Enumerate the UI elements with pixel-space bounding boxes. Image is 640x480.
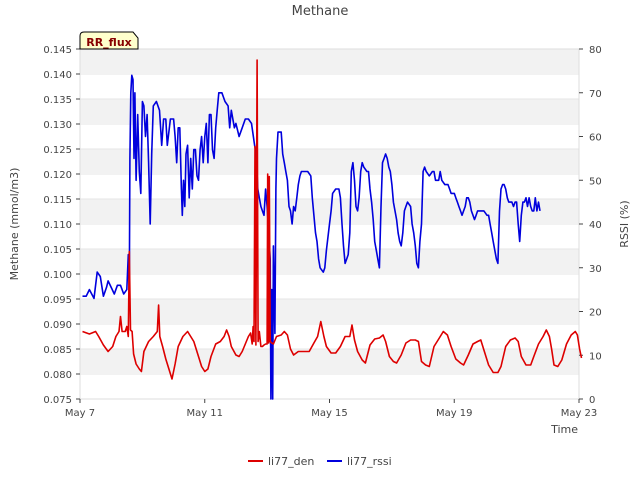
y-axis-left-label: Methane (mmol/m3) — [8, 168, 21, 281]
y-right-tick-label: 10 — [589, 351, 602, 362]
site-label-text: RR_flux — [86, 36, 132, 49]
x-tick-label: May 15 — [311, 408, 348, 419]
y-left-tick-label: 0.140 — [43, 70, 72, 81]
grid-band — [80, 149, 579, 174]
grid-band — [80, 349, 579, 374]
y-right-tick-label: 0 — [589, 395, 595, 406]
legend: li77_den li77_rssi — [248, 455, 392, 468]
site-label-badge: RR_flux — [79, 31, 139, 50]
y-right-tick-label: 50 — [589, 176, 602, 187]
y-left-tick-label: 0.075 — [43, 395, 72, 406]
y-left-tick-label: 0.110 — [43, 220, 72, 231]
y-left-tick-label: 0.125 — [43, 145, 72, 156]
x-tick-label: May 19 — [436, 408, 473, 419]
y-left-tick-label: 0.100 — [43, 270, 72, 281]
y-left-tick-label: 0.130 — [43, 120, 72, 131]
x-axis-label: Time — [550, 423, 578, 436]
chart-title: Methane — [292, 4, 349, 19]
background-bands — [80, 48, 579, 375]
grid-band — [80, 249, 579, 274]
legend-label-li77-rssi: li77_rssi — [347, 455, 392, 468]
y-left-tick-label: 0.115 — [43, 195, 72, 206]
y-right-tick-label: 30 — [589, 264, 602, 275]
x-tick-label: May 7 — [65, 408, 95, 419]
y-right-tick-label: 70 — [589, 89, 602, 100]
series-line-li77-den — [82, 59, 583, 380]
grid-band — [80, 299, 579, 324]
x-tick-label: May 11 — [186, 408, 223, 419]
x-tick-label: May 23 — [561, 408, 598, 419]
axes: 0.075 0.080 0.085 0.090 0.095 0.100 0.105 0.110… — [43, 45, 601, 419]
y-left-tick-label: 0.135 — [43, 95, 72, 106]
y-left-tick-label: 0.080 — [43, 370, 72, 381]
legend-label-li77-den: li77_den — [268, 455, 314, 468]
site-label-box — [79, 31, 139, 50]
y-axis-right-label: RSSI (%) — [618, 200, 631, 247]
y-left-tick-label: 0.090 — [43, 320, 72, 331]
y-left-tick-label: 0.145 — [43, 45, 72, 56]
y-right-tick-label: 20 — [589, 308, 602, 319]
y-left-tick-label: 0.120 — [43, 170, 72, 181]
series-line-li77-rssi — [82, 74, 541, 400]
y-right-tick-label: 60 — [589, 133, 602, 144]
series-lines — [82, 59, 583, 400]
grid-band — [80, 49, 579, 74]
y-left-tick-label: 0.085 — [43, 345, 72, 356]
y-right-tick-label: 80 — [589, 45, 602, 56]
y-right-tick-label: 40 — [589, 220, 602, 231]
y-left-tick-label: 0.105 — [43, 245, 72, 256]
y-left-tick-label: 0.095 — [43, 295, 72, 306]
